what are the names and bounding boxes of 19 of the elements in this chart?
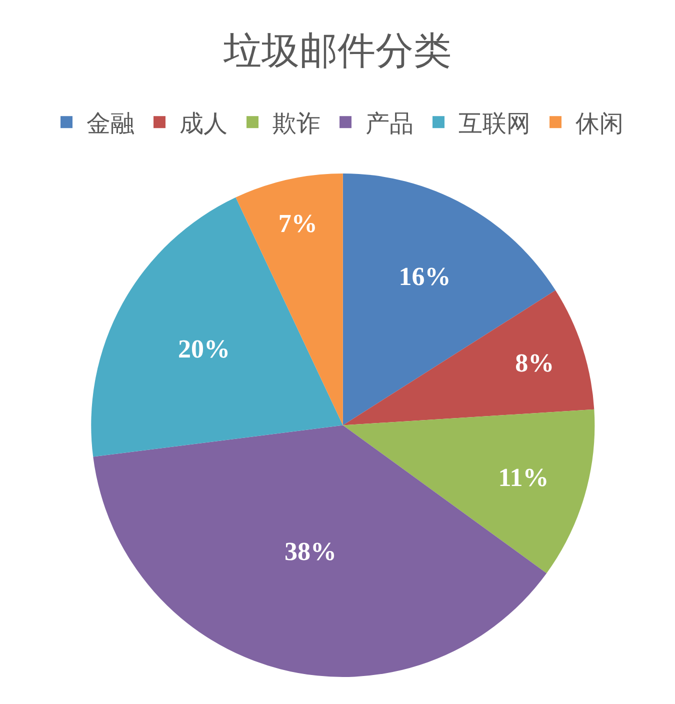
data-label: 16%	[398, 262, 451, 291]
data-label: 8%	[515, 348, 554, 378]
legend-label: 欺诈	[272, 109, 320, 138]
data-label: 11%	[498, 463, 549, 492]
data-label: 38%	[284, 537, 336, 566]
pie-slice	[342, 290, 594, 426]
chart-title: 垃圾邮件分类	[222, 28, 452, 72]
legend-label: 休闲	[576, 109, 624, 138]
pie-slice	[342, 409, 594, 574]
legend-label: 成人	[180, 109, 228, 138]
data-label: 20%	[178, 334, 230, 364]
pie-slice	[93, 425, 547, 676]
pie-slice	[91, 197, 343, 457]
data-label: 7%	[278, 209, 318, 238]
pie-slice	[342, 173, 556, 426]
legend-label: 金融	[86, 109, 134, 138]
legend-label: 互联网	[458, 109, 530, 138]
pie-slice	[236, 173, 343, 426]
legend-label: 产品	[366, 109, 414, 138]
